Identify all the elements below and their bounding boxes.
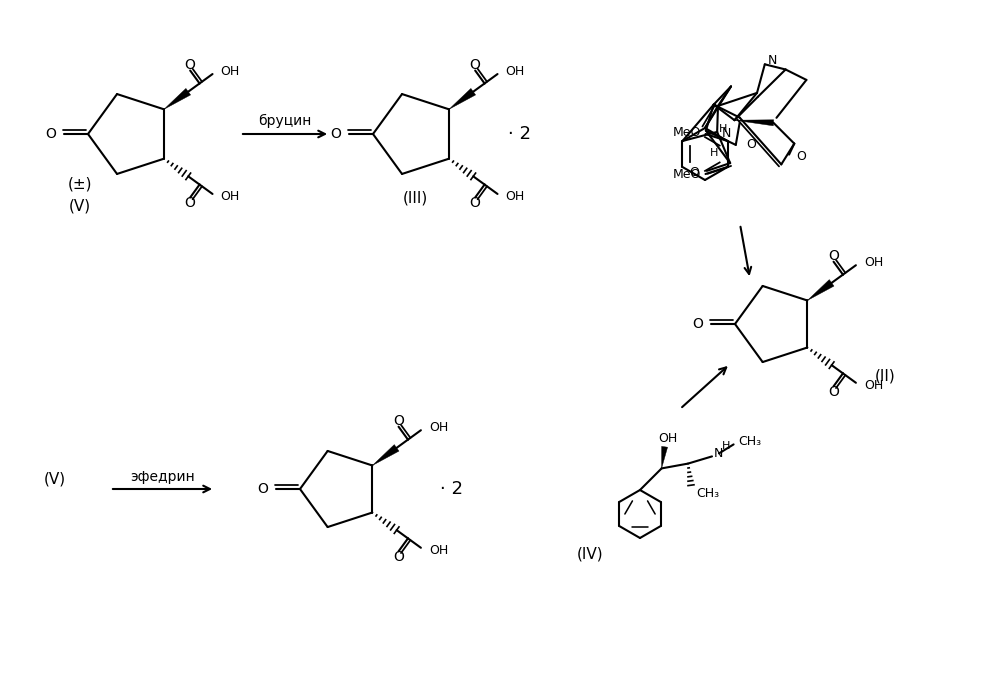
Text: O: O bbox=[828, 386, 839, 399]
Text: OH: OH bbox=[505, 65, 524, 78]
Text: O: O bbox=[185, 197, 196, 210]
Polygon shape bbox=[449, 88, 476, 109]
Text: O: O bbox=[330, 127, 341, 141]
Text: эфедрин: эфедрин bbox=[131, 470, 196, 484]
Polygon shape bbox=[373, 445, 399, 466]
Text: (V): (V) bbox=[69, 199, 91, 214]
Text: (V): (V) bbox=[44, 472, 66, 487]
Text: O: O bbox=[692, 317, 703, 331]
Text: OH: OH bbox=[221, 65, 240, 78]
Text: OH: OH bbox=[221, 191, 240, 204]
Text: O: O bbox=[689, 166, 698, 179]
Text: MeO: MeO bbox=[673, 168, 701, 181]
Text: (IV): (IV) bbox=[576, 547, 603, 561]
Polygon shape bbox=[734, 120, 773, 126]
Text: O: O bbox=[470, 197, 481, 210]
Polygon shape bbox=[807, 280, 834, 301]
Text: O: O bbox=[45, 127, 56, 141]
Text: OH: OH bbox=[658, 432, 677, 446]
Text: N: N bbox=[714, 447, 723, 460]
Text: H: H bbox=[710, 148, 718, 158]
Text: H: H bbox=[718, 124, 727, 134]
Text: N: N bbox=[768, 54, 777, 67]
Text: O: O bbox=[828, 249, 839, 263]
Text: O: O bbox=[470, 57, 481, 71]
Text: H: H bbox=[722, 441, 730, 452]
Text: (±): (±) bbox=[68, 177, 92, 191]
Polygon shape bbox=[164, 88, 191, 109]
Text: O: O bbox=[796, 150, 806, 163]
Text: N: N bbox=[722, 127, 731, 140]
Text: CH₃: CH₃ bbox=[738, 435, 761, 448]
Text: · 2: · 2 bbox=[508, 125, 531, 143]
Polygon shape bbox=[661, 446, 667, 468]
Text: OH: OH bbox=[429, 545, 449, 557]
Text: OH: OH bbox=[505, 191, 524, 204]
Text: · 2: · 2 bbox=[440, 480, 463, 498]
Text: бруцин: бруцин bbox=[259, 114, 312, 128]
Text: MeO: MeO bbox=[673, 127, 701, 140]
Text: O: O bbox=[185, 57, 196, 71]
Text: (II): (II) bbox=[875, 369, 896, 384]
Text: CH₃: CH₃ bbox=[696, 487, 719, 499]
Text: O: O bbox=[394, 414, 404, 428]
Text: OH: OH bbox=[864, 255, 883, 269]
Text: (III): (III) bbox=[403, 191, 428, 206]
Text: OH: OH bbox=[864, 379, 883, 392]
Text: O: O bbox=[257, 482, 268, 496]
Text: OH: OH bbox=[429, 421, 449, 434]
Text: O: O bbox=[746, 138, 755, 152]
Text: O: O bbox=[394, 550, 404, 564]
